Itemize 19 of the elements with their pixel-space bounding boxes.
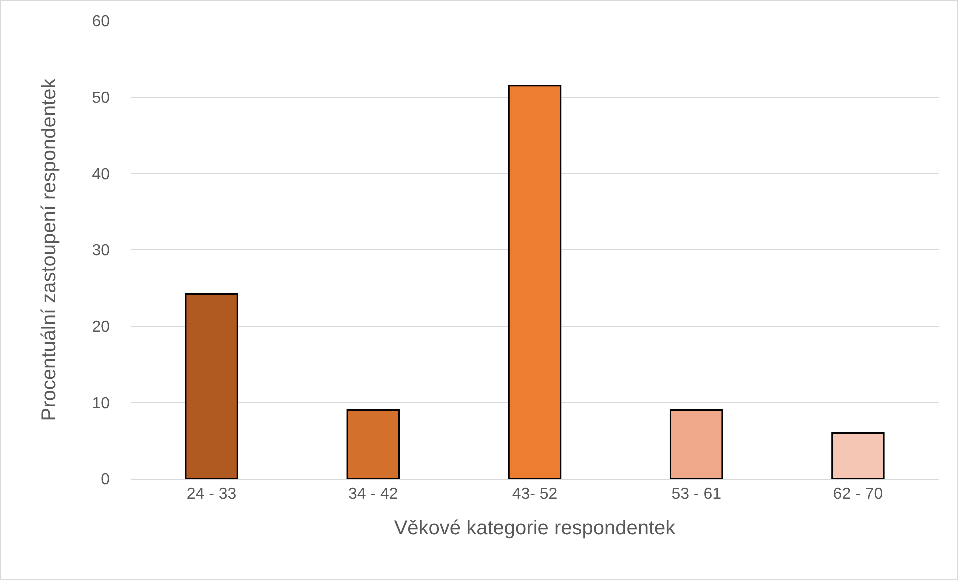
x-tick-label: 34 - 42 [348, 486, 398, 504]
y-tick-label: 30 [92, 242, 110, 260]
y-tick-label: 20 [92, 318, 110, 336]
y-tick-label: 50 [92, 90, 110, 107]
y-axis-title: Procentuální zastoupení respondentek [38, 78, 61, 422]
bar [346, 410, 400, 479]
x-tick-label: 53 - 61 [672, 486, 722, 504]
bar [670, 410, 724, 479]
bar [185, 294, 238, 479]
x-tick-label: 24 - 33 [186, 486, 237, 504]
bar [508, 85, 562, 479]
y-tick-label: 10 [92, 395, 110, 412]
x-tick-label: 43- 52 [512, 486, 558, 504]
y-tick-label: 40 [92, 166, 110, 184]
x-tick-label: 62 - 70 [833, 486, 884, 504]
x-axis-title: Věkové kategorie respondentek [394, 518, 677, 540]
y-tick-label: 60 [92, 14, 110, 31]
y-tick-label: 0 [101, 472, 110, 489]
bar [832, 432, 885, 479]
